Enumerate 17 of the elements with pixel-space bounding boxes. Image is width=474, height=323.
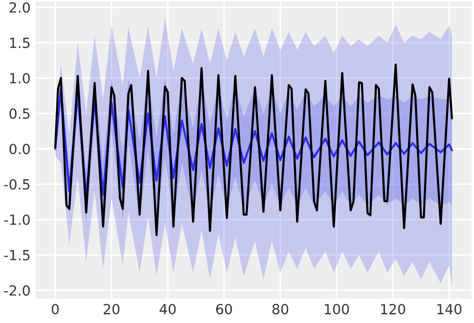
y-tick-label: 0.5 <box>10 108 30 119</box>
y-tick-label: -2.0 <box>4 285 30 296</box>
x-tick-label: 20 <box>104 304 120 314</box>
y-tick-label: 0.0 <box>10 144 30 154</box>
y-tick-label: -1.0 <box>4 214 30 226</box>
x-tick-label: 60 <box>216 304 232 314</box>
y-tick-label: 1.0 <box>10 72 30 84</box>
y-tick-label: -0.5 <box>4 179 30 190</box>
x-tick-label: 120 <box>381 304 406 314</box>
y-tick-label: 2.0 <box>10 2 30 13</box>
y-tick-label: -1.5 <box>4 250 30 260</box>
x-tick-label: 140 <box>437 304 462 314</box>
x-tick-label: 80 <box>272 304 288 314</box>
x-tick-label: 40 <box>160 304 176 314</box>
y-tick-label: 1.5 <box>10 38 30 48</box>
x-tick-label: 100 <box>324 304 349 314</box>
x-tick-label: 0 <box>52 304 59 314</box>
